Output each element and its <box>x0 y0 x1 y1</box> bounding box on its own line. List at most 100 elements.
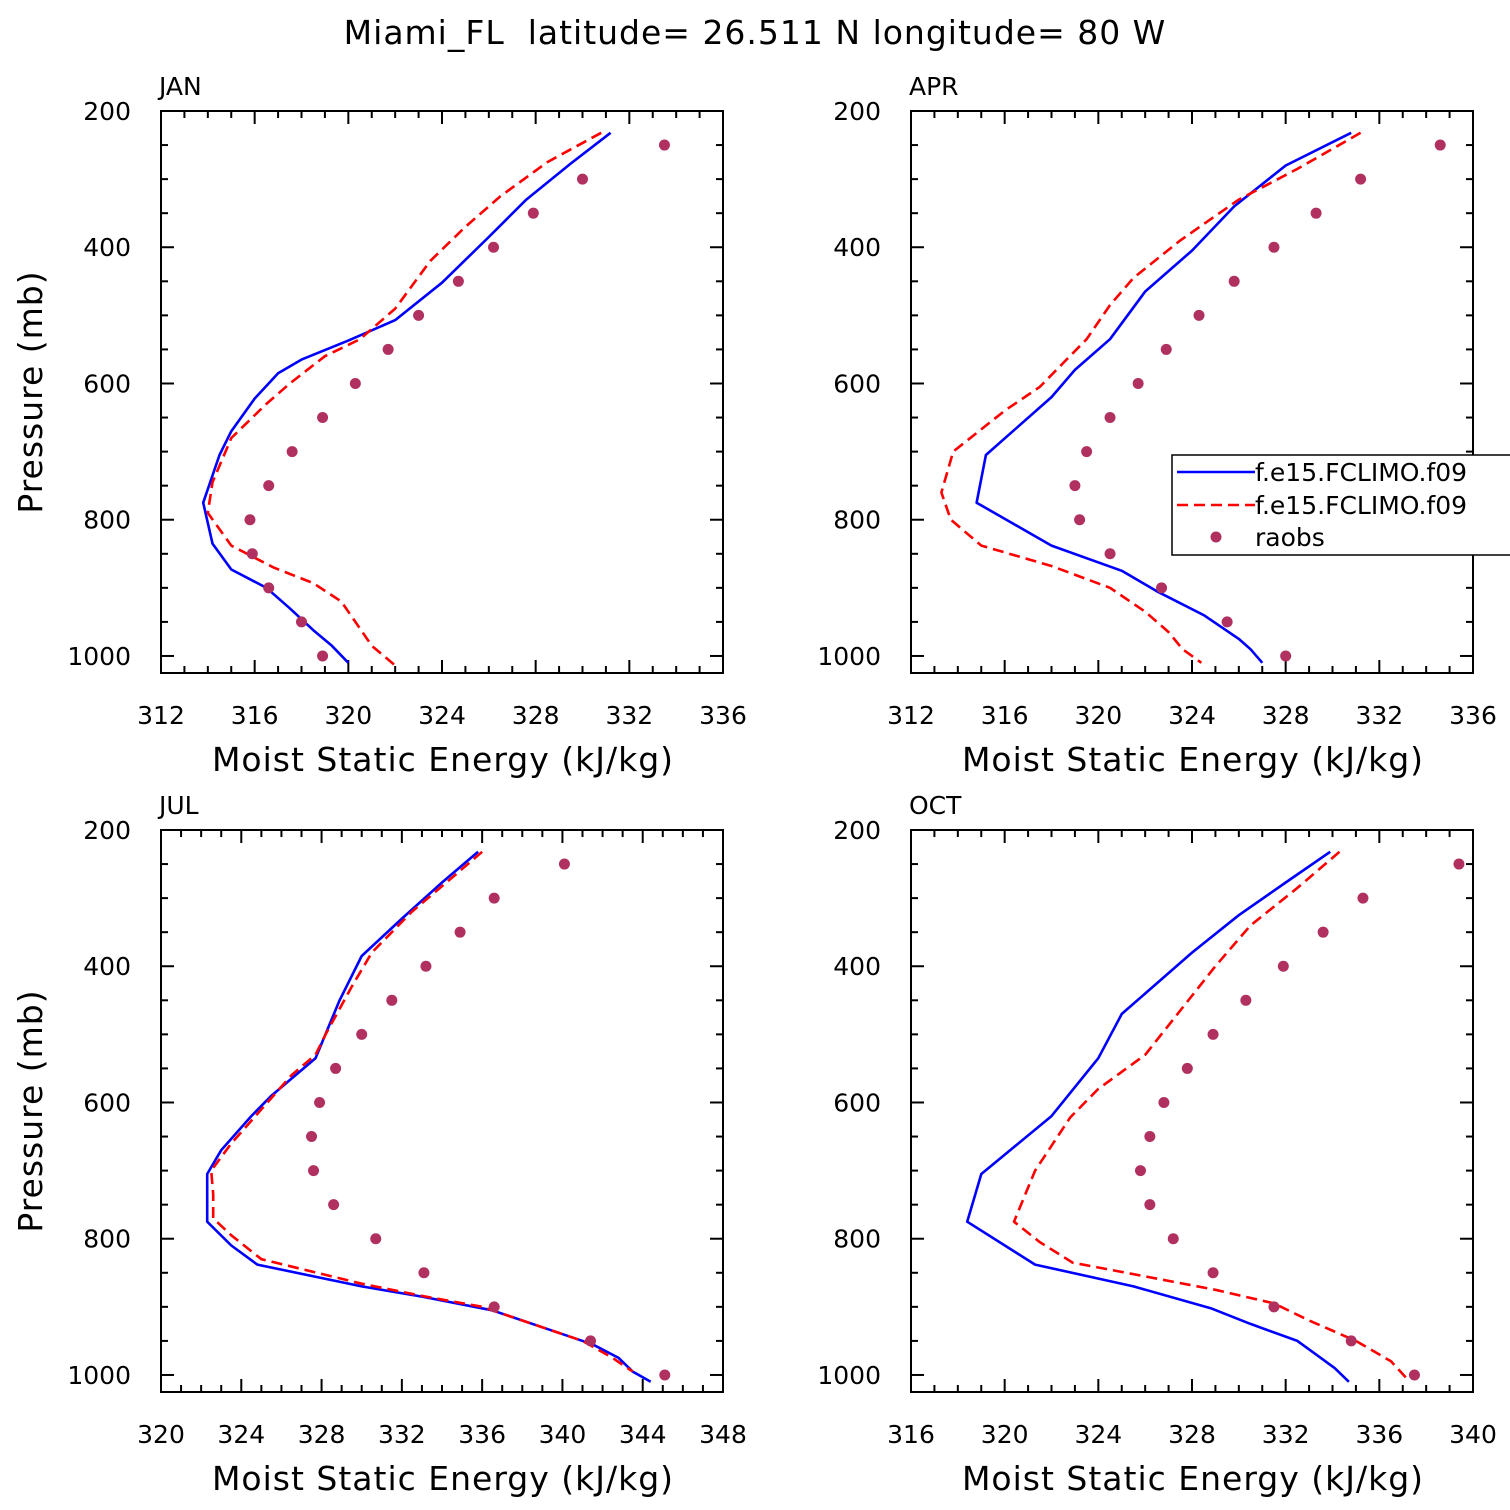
raobs-point <box>1134 1165 1146 1177</box>
plot-frame <box>910 110 1474 674</box>
y-tick-label: 200 <box>83 97 131 126</box>
tick-marks <box>160 829 724 1392</box>
raobs-point <box>1268 1301 1280 1313</box>
y-tick-label: 600 <box>833 369 881 398</box>
x-tick-label: 320 <box>137 1420 185 1449</box>
x-tick-label: 312 <box>887 701 935 730</box>
raobs-point <box>452 275 464 287</box>
raobs-point <box>386 994 398 1006</box>
x-tick-label: 312 <box>137 701 185 730</box>
raobs-point <box>349 377 361 389</box>
panel-title: APR <box>909 72 959 101</box>
x-tick-label: 320 <box>324 701 372 730</box>
raobs-point <box>263 582 275 594</box>
y-axis-label: Pressure (mb) <box>11 989 50 1232</box>
raobs-point <box>1207 1267 1219 1279</box>
y-tick-label: 800 <box>83 506 131 535</box>
main-title: Miami_FL latitude= 26.511 N longitude= 8… <box>344 13 1167 52</box>
raobs-point <box>263 480 275 492</box>
raobs-point <box>356 1028 368 1040</box>
x-tick-label: 336 <box>458 1420 506 1449</box>
x-tick-label: 332 <box>378 1420 426 1449</box>
raobs-point <box>1434 139 1446 151</box>
y-tick-label: 1000 <box>67 1361 131 1390</box>
series-line-model-2 <box>1012 850 1411 1383</box>
x-tick-label: 324 <box>1074 1420 1122 1449</box>
raobs-point <box>658 139 670 151</box>
raobs-point <box>317 650 329 662</box>
y-tick-label: 400 <box>833 233 881 262</box>
panel-title: OCT <box>909 791 962 820</box>
raobs-point <box>1167 1233 1179 1245</box>
raobs-point <box>328 1199 340 1211</box>
y-tick-label: 1000 <box>67 642 131 671</box>
raobs-point <box>585 1335 597 1347</box>
raobs-point <box>1228 275 1240 287</box>
series-line-model-1 <box>205 850 652 1383</box>
x-tick-label: 324 <box>418 701 466 730</box>
x-tick-label: 316 <box>981 701 1029 730</box>
y-tick-label: 200 <box>833 97 881 126</box>
y-tick-label: 800 <box>833 506 881 535</box>
y-tick-label: 600 <box>83 1088 131 1117</box>
raobs-point <box>1345 1335 1357 1347</box>
raobs-point <box>418 1267 430 1279</box>
x-tick-label: 344 <box>619 1420 667 1449</box>
raobs-point <box>1357 892 1369 904</box>
raobs-point <box>1277 960 1289 972</box>
raobs-point <box>420 960 432 972</box>
x-tick-label: 324 <box>217 1420 265 1449</box>
raobs-point <box>1221 616 1233 628</box>
raobs-point <box>1069 480 1081 492</box>
raobs-point <box>1144 1199 1156 1211</box>
plot-frame <box>910 829 1474 1393</box>
x-axis-label: Moist Static Energy (kJ/kg) <box>212 1459 674 1498</box>
raobs-point <box>488 241 500 253</box>
series-line-model-1 <box>201 131 612 664</box>
raobs-point <box>1310 207 1322 219</box>
x-tick-label: 336 <box>699 701 747 730</box>
raobs-point <box>317 412 329 424</box>
x-axis-label: Moist Static Energy (kJ/kg) <box>962 1459 1424 1498</box>
raobs-points <box>306 858 671 1381</box>
raobs-point <box>488 1301 500 1313</box>
raobs-point <box>1453 858 1465 870</box>
raobs-point <box>1144 1131 1156 1143</box>
x-tick-label: 340 <box>539 1420 587 1449</box>
raobs-point <box>413 309 425 321</box>
raobs-points <box>1134 858 1465 1381</box>
x-tick-label: 336 <box>1449 701 1497 730</box>
series-line-model-1 <box>975 131 1352 664</box>
x-tick-label: 324 <box>1168 701 1216 730</box>
raobs-point <box>577 173 588 185</box>
plot-frame <box>160 829 724 1393</box>
x-tick-label: 328 <box>1168 1420 1216 1449</box>
legend-entry: f.e15.FCLIMO.f09 <box>1255 458 1467 487</box>
x-axis-label: Moist Static Energy (kJ/kg) <box>962 740 1424 779</box>
y-tick-label: 1000 <box>817 1361 881 1390</box>
raobs-point <box>330 1062 342 1074</box>
raobs-points <box>244 139 670 662</box>
plot-frame <box>160 110 724 674</box>
y-tick-label: 400 <box>83 952 131 981</box>
x-tick-label: 336 <box>1355 1420 1403 1449</box>
x-tick-label: 332 <box>1355 701 1403 730</box>
legend-swatch-raobs <box>1210 531 1222 543</box>
raobs-point <box>1193 309 1205 321</box>
raobs-point <box>296 616 307 628</box>
x-tick-label: 316 <box>887 1420 935 1449</box>
raobs-point <box>558 858 570 870</box>
raobs-point <box>454 926 466 938</box>
raobs-point <box>370 1233 382 1245</box>
raobs-point <box>527 207 539 219</box>
raobs-point <box>1317 926 1329 938</box>
raobs-point <box>1268 241 1280 253</box>
panel-oct: OCT 316 320 324 328 332 336 340 200 400 600 800 1000… <box>817 791 1496 1498</box>
raobs-point <box>1074 514 1086 526</box>
x-tick-label: 328 <box>298 1420 346 1449</box>
raobs-point <box>1104 548 1116 560</box>
raobs-point <box>382 343 394 355</box>
raobs-point <box>1181 1062 1193 1074</box>
x-tick-label: 320 <box>981 1420 1029 1449</box>
x-tick-label: 320 <box>1074 701 1122 730</box>
